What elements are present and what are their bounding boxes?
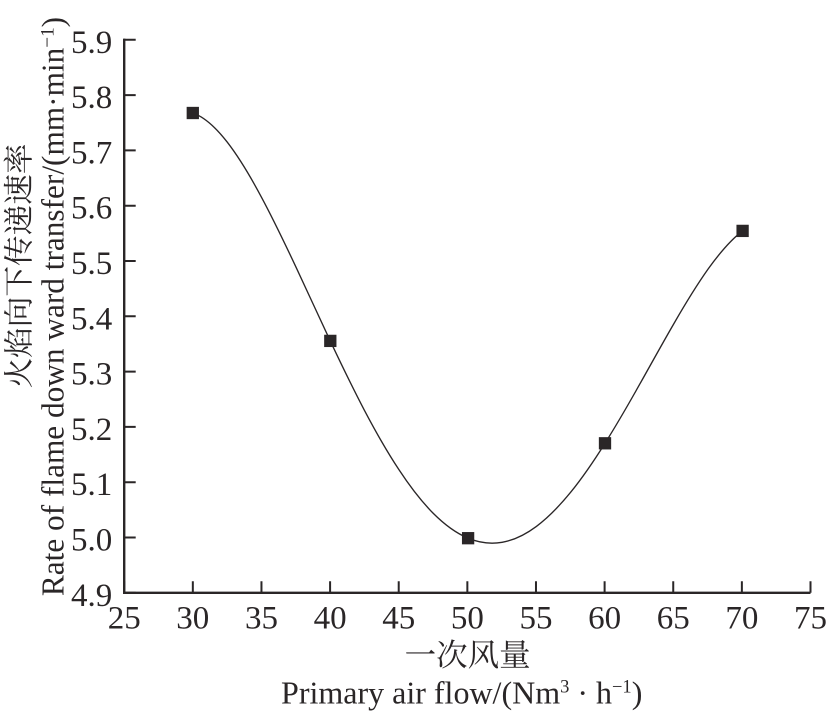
svg-text:35: 35 — [245, 601, 278, 637]
svg-text:Primary air flow/(Nm3 · h−1): Primary air flow/(Nm3 · h−1) — [281, 674, 642, 710]
svg-text:Rate of flame down ward transf: Rate of flame down ward transfer/(mm·min… — [36, 17, 71, 596]
svg-text:5.6: 5.6 — [71, 191, 112, 227]
svg-text:75: 75 — [794, 601, 827, 637]
svg-text:5.4: 5.4 — [71, 301, 112, 337]
svg-text:5.8: 5.8 — [71, 80, 112, 116]
svg-text:5.2: 5.2 — [71, 412, 112, 448]
svg-text:4.9: 4.9 — [71, 578, 112, 614]
svg-text:5.5: 5.5 — [71, 246, 112, 282]
svg-text:5.0: 5.0 — [71, 523, 112, 559]
svg-text:40: 40 — [314, 601, 347, 637]
svg-text:5.1: 5.1 — [71, 467, 112, 503]
svg-text:70: 70 — [725, 601, 758, 637]
svg-text:65: 65 — [657, 601, 690, 637]
svg-text:30: 30 — [176, 601, 209, 637]
svg-text:55: 55 — [520, 601, 553, 637]
svg-text:5.9: 5.9 — [71, 25, 112, 61]
svg-text:5.7: 5.7 — [71, 135, 112, 171]
svg-text:50: 50 — [451, 601, 484, 637]
svg-text:60: 60 — [588, 601, 621, 637]
svg-text:5.3: 5.3 — [71, 357, 112, 393]
svg-text:45: 45 — [382, 601, 415, 637]
svg-text:25: 25 — [108, 601, 141, 637]
